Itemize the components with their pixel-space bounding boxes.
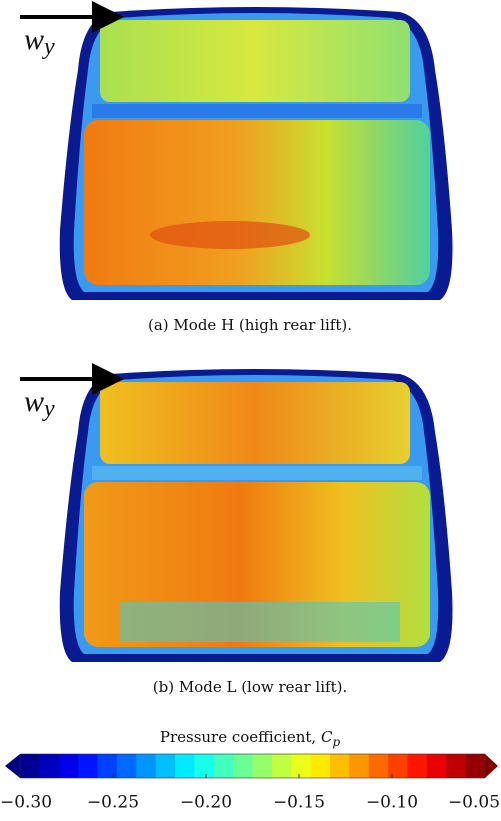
colorbar-end-low xyxy=(5,754,20,778)
colorbar-swatch xyxy=(310,754,331,778)
colorbar-swatch xyxy=(349,754,370,778)
colorbar-swatch xyxy=(97,754,118,778)
colorbar-label: Pressure coefficient, Cp xyxy=(160,728,341,749)
hot-spot xyxy=(150,221,310,249)
colorbar-swatch xyxy=(252,754,273,778)
colorbar-swatch xyxy=(213,754,234,778)
colorbar-swatch xyxy=(426,754,447,778)
colorbar: −0.30 −0.25 −0.20 −0.15 −0.10 −0.05 xyxy=(0,753,500,813)
colorbar-swatch xyxy=(194,754,215,778)
caption: (b) Mode L (low rear lift). xyxy=(153,678,347,696)
colorbar-swatch xyxy=(330,754,350,778)
colorbar-swatch xyxy=(78,754,98,778)
colorbar-swatch xyxy=(233,754,253,778)
colorbar-swatch xyxy=(407,754,428,778)
colorbar-tick-label: −0.25 xyxy=(87,793,139,813)
colorbar-swatch xyxy=(446,754,467,778)
arrow-label: wy xyxy=(24,23,55,60)
panel-b: wy (b) Mode L (low rear lift). xyxy=(20,363,453,696)
colorbar-swatch xyxy=(388,754,408,778)
colorbar-swatch xyxy=(271,754,292,778)
colorbar-swatch xyxy=(136,754,157,778)
spoiler-band xyxy=(92,466,422,480)
colorbar-frame xyxy=(19,753,486,779)
colorbar-swatch xyxy=(20,754,40,778)
colorbar-end-high xyxy=(485,754,498,778)
rear-window xyxy=(100,20,410,102)
colorbar-tick-label: −0.05 xyxy=(448,793,500,813)
caption: (a) Mode H (high rear lift). xyxy=(148,316,352,334)
trunk xyxy=(84,120,430,285)
colorbar-tick-label: −0.30 xyxy=(0,793,52,813)
colorbar-swatch xyxy=(175,754,195,778)
rear-window xyxy=(100,382,410,464)
colorbar-swatch xyxy=(368,754,389,778)
colorbar-swatch xyxy=(291,754,312,778)
colorbar-tick-label: −0.20 xyxy=(180,793,232,813)
lower-band xyxy=(120,602,400,642)
spoiler-band xyxy=(92,104,422,118)
colorbar-swatch xyxy=(465,754,486,778)
colorbar-swatch xyxy=(39,754,60,778)
colorbar-swatch xyxy=(116,754,137,778)
arrow-label: wy xyxy=(24,385,55,422)
panel-a: wy (a) Mode H (high rear lift). xyxy=(20,1,453,334)
colorbar-tick-label: −0.10 xyxy=(366,793,418,813)
colorbar-swatch xyxy=(58,754,79,778)
colorbar-swatch xyxy=(155,754,176,778)
colorbar-tick-label: −0.15 xyxy=(273,793,325,813)
